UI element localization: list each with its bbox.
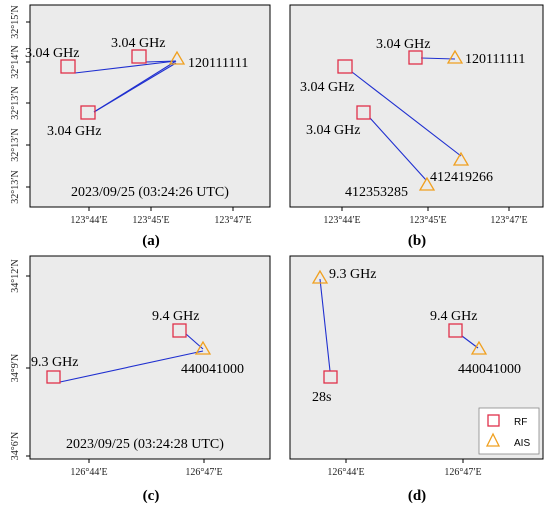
legend-ais-label: AIS <box>514 438 530 449</box>
panel-a-ytick-5: 32°13′N <box>10 170 21 203</box>
panel-a-ytick-2: 32°14′N <box>10 45 21 78</box>
panel-d-xtick-1: 126°44′E <box>327 467 364 478</box>
legend-rf-marker <box>487 414 500 427</box>
panel-b-ais-marker-2 <box>452 151 470 166</box>
panel-a-xtick-1: 123°44′E <box>70 215 107 226</box>
panel-d-ais-label-2: 440041000 <box>458 362 521 377</box>
panel-c-rf-label-1: 9.4 GHz <box>152 309 199 324</box>
panel-a-ytick-4: 32°13′N <box>10 128 21 161</box>
panel-c-frame <box>29 255 271 460</box>
panel-d-ais-marker-2 <box>470 340 488 355</box>
panel-c-ytick-3: 34°6′N <box>10 432 21 460</box>
panel-b-link-2 <box>351 71 462 157</box>
panel-a-ytick-3: 32°13′N <box>10 86 21 119</box>
panel-c-rf-label-2: 9.3 GHz <box>31 355 78 370</box>
panel-b-link-3 <box>369 117 427 181</box>
panel-a-rf-label-2: 3.04 GHz <box>111 36 165 51</box>
panel-c-ais-label-1: 440041000 <box>181 362 244 377</box>
panel-a-rf-marker-1 <box>60 59 76 74</box>
panel-c-caption: (c) <box>143 488 160 504</box>
panel-b-xtick-3: 123°47′E <box>490 215 527 226</box>
legend: RF AIS <box>478 407 540 455</box>
panel-c-timestamp: 2023/09/25 (03:24:28 UTC) <box>66 437 224 452</box>
panel-b-xtick-2: 123°45′E <box>409 215 446 226</box>
panel-a-frame <box>29 4 271 208</box>
panel-d-ais-label-1: 9.3 GHz <box>329 267 376 282</box>
panel-b-rf-label-3: 3.04 GHz <box>306 123 360 138</box>
panel-a-rf-marker-3 <box>80 105 96 120</box>
panel-b-link-1 <box>420 57 456 60</box>
panel-d-rf-marker-2 <box>448 323 463 338</box>
panel-d-caption: (d) <box>408 488 426 504</box>
panel-b-rf-label-1: 3.04 GHz <box>376 37 430 52</box>
panel-d-link-2 <box>461 335 479 349</box>
panel-d-rf-marker-1 <box>323 370 338 384</box>
legend-ais-marker <box>485 432 501 447</box>
panel-d-link-1 <box>319 278 331 372</box>
panel-b-ais-marker-3 <box>418 176 436 191</box>
panel-a-rf-label-1: 3.04 GHz <box>25 46 79 61</box>
panel-b-ais-label-3: 412353285 <box>345 185 408 200</box>
panel-a-caption: (a) <box>142 233 160 249</box>
panel-a: 32°15′N 32°14′N 32°13′N 32°13′N 32°13′N … <box>10 4 271 249</box>
panel-a-rf-marker-2 <box>131 49 147 64</box>
panel-b-caption: (b) <box>408 233 426 249</box>
legend-rf-label: RF <box>514 417 527 428</box>
panel-c-xtick-1: 126°44′E <box>70 467 107 478</box>
panel-a-ais-label-1: 120111111 <box>188 56 248 71</box>
panel-d-ais-marker-1 <box>311 269 329 284</box>
panel-a-ais-marker-1 <box>168 50 186 65</box>
panel-d-rf-label-2: 9.4 GHz <box>430 309 477 324</box>
panel-a-timestamp: 2023/09/25 (03:24:26 UTC) <box>71 185 229 200</box>
panel-d: 126°44′E 126°47′E 9.3 GHz 28s 9.4 GHz 44… <box>289 255 544 504</box>
panel-c-ais-marker-1 <box>194 340 212 355</box>
panel-c-ytick-2: 34°9′N <box>10 354 21 382</box>
panel-b-ais-label-1: 120111111 <box>465 52 525 67</box>
panel-c-rf-marker-1 <box>172 323 187 338</box>
panel-a-link-1 <box>74 60 177 74</box>
panel-d-xtick-2: 126°47′E <box>444 467 481 478</box>
panel-c-ytick-1: 34°12′N <box>10 259 21 292</box>
panel-b-ais-marker-1 <box>446 49 464 64</box>
panel-b-rf-marker-1 <box>408 50 423 65</box>
panel-a-xtick-2: 123°45′E <box>132 215 169 226</box>
panel-b-rf-label-2: 3.04 GHz <box>300 80 354 95</box>
panel-b-ais-label-2: 412419266 <box>430 170 493 185</box>
panel-b: 123°44′E 123°45′E 123°47′E 3.04 GHz 3.04… <box>289 4 544 249</box>
panel-d-rf-label-1: 28s <box>312 390 331 405</box>
panel-c-xtick-2: 126°47′E <box>185 467 222 478</box>
panel-a-ytick-1: 32°15′N <box>10 5 21 38</box>
panel-c-link-1 <box>59 350 204 383</box>
panel-b-rf-marker-3 <box>356 105 371 120</box>
panel-a-xtick-3: 123°47′E <box>214 215 251 226</box>
panel-a-rf-label-3: 3.04 GHz <box>47 124 101 139</box>
panel-b-rf-marker-2 <box>337 59 353 74</box>
panel-c-rf-marker-2 <box>46 370 61 384</box>
panel-a-link-4 <box>93 62 177 113</box>
panel-b-xtick-1: 123°44′E <box>323 215 360 226</box>
panel-c: 34°12′N 34°9′N 34°6′N 126°44′E 126°47′E … <box>10 255 271 504</box>
panel-b-frame <box>289 4 544 208</box>
